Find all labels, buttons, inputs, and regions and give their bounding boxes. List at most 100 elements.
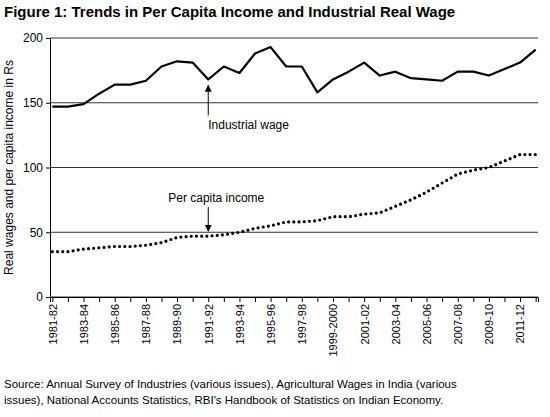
x-tick-group: 1985-86 bbox=[109, 297, 121, 344]
x-tick bbox=[271, 297, 272, 302]
x-tick-group: 1987-88 bbox=[140, 297, 152, 344]
x-axis-line bbox=[51, 298, 539, 303]
x-tick bbox=[286, 297, 287, 302]
x-tick-group: 1981-82 bbox=[47, 297, 59, 344]
annotation: Per capita income bbox=[168, 191, 264, 205]
x-tick-group: 2003-04 bbox=[390, 297, 402, 344]
x-tick-label: 1997-98 bbox=[296, 304, 308, 344]
y-tick-group: 200 bbox=[23, 31, 50, 45]
source: Source: Annual Survey of Industries (var… bbox=[4, 378, 457, 406]
x-tick-group: 1997-98 bbox=[296, 297, 308, 344]
series-line bbox=[52, 47, 535, 107]
chart: Figure 1: Trends in Per Capita Income an… bbox=[0, 0, 550, 417]
x-tick-group bbox=[504, 297, 505, 302]
y-tick-label: 0 bbox=[36, 290, 43, 304]
x-tick-group: 1983-84 bbox=[78, 297, 90, 344]
x-tick-group: 1993-94 bbox=[234, 297, 246, 344]
x-tick-group: 2011-12 bbox=[514, 297, 526, 344]
x-tick-group bbox=[224, 297, 225, 302]
x-tick bbox=[177, 297, 178, 302]
x-tick bbox=[317, 297, 318, 302]
annotation-arrow bbox=[208, 85, 209, 115]
grid bbox=[50, 38, 538, 297]
x-tick bbox=[99, 297, 100, 302]
y-tick bbox=[46, 232, 50, 233]
x-tick-label: 1983-84 bbox=[78, 304, 90, 344]
y-tick-group: 0 bbox=[36, 290, 50, 304]
x-tick bbox=[520, 297, 521, 302]
y-tick-label: 100 bbox=[23, 161, 43, 175]
x-tick bbox=[115, 297, 116, 302]
x-tick-group: 2007-08 bbox=[452, 297, 464, 344]
x-tick-label: 2007-08 bbox=[452, 304, 464, 344]
x-tick-label: 1999-2000 bbox=[327, 304, 339, 357]
x-tick bbox=[349, 297, 350, 302]
x-tick bbox=[411, 297, 412, 302]
annotation-arrow bbox=[208, 207, 209, 231]
x-axis: 1981-82 1983-84 1985-86 1987-88 1989-90 1991-… bbox=[47, 297, 539, 357]
y-tick bbox=[46, 103, 50, 104]
x-tick-label: 2009-10 bbox=[483, 304, 495, 344]
x-tick bbox=[427, 297, 428, 302]
x-tick-group bbox=[317, 297, 318, 302]
y-tick-label: 50 bbox=[30, 226, 44, 240]
x-tick-label: 2001-02 bbox=[359, 304, 371, 344]
grid-line bbox=[50, 102, 538, 103]
series-line bbox=[52, 155, 535, 252]
x-tick-label: 1985-86 bbox=[109, 304, 121, 344]
x-tick-group bbox=[255, 297, 256, 302]
x-tick bbox=[442, 297, 443, 302]
x-tick-label: 1987-88 bbox=[140, 304, 152, 344]
y-tick-label: 150 bbox=[23, 96, 43, 110]
annotations: Industrial wage Per capita income bbox=[168, 85, 289, 231]
x-tick bbox=[364, 297, 365, 302]
grid-line bbox=[50, 232, 538, 233]
annotation: Industrial wage bbox=[208, 118, 289, 132]
x-tick bbox=[130, 297, 131, 302]
y-tick bbox=[46, 297, 50, 298]
source-line: issues), National Accounts Statistics, R… bbox=[4, 394, 443, 406]
x-tick-group bbox=[536, 297, 537, 302]
x-tick-group bbox=[380, 297, 381, 302]
x-tick-group bbox=[349, 297, 350, 302]
source-line: Source: Annual Survey of Industries (var… bbox=[4, 378, 457, 390]
x-tick-label: 1981-82 bbox=[47, 304, 59, 344]
x-tick-group bbox=[99, 297, 100, 302]
x-tick bbox=[161, 297, 162, 302]
x-tick bbox=[84, 297, 85, 302]
x-tick-group bbox=[411, 297, 412, 302]
title: Figure 1: Trends in Per Capita Income an… bbox=[4, 3, 455, 20]
x-tick bbox=[473, 297, 474, 302]
x-tick bbox=[224, 297, 225, 302]
y-tick-label: 200 bbox=[23, 31, 43, 45]
y-tick-group: 50 bbox=[30, 226, 50, 240]
x-tick-group: 1999-2000 bbox=[327, 297, 339, 357]
x-tick bbox=[255, 297, 256, 302]
x-tick-group: 2005-06 bbox=[421, 297, 433, 344]
y-axis-line bbox=[46, 39, 51, 298]
x-tick bbox=[395, 297, 396, 302]
x-tick bbox=[504, 297, 505, 302]
x-tick bbox=[489, 297, 490, 302]
y-tick-group: 150 bbox=[23, 96, 50, 110]
y-axis: 0 50 100 150 200 bbox=[23, 31, 51, 304]
x-tick bbox=[208, 297, 209, 302]
x-tick-group: 1991-92 bbox=[203, 297, 215, 344]
x-tick bbox=[458, 297, 459, 302]
y-tick bbox=[46, 38, 50, 39]
x-tick-group bbox=[193, 297, 194, 302]
x-tick-label: 1991-92 bbox=[203, 304, 215, 344]
x-tick-group bbox=[442, 297, 443, 302]
x-tick-group bbox=[68, 297, 69, 302]
grid-line bbox=[50, 167, 538, 168]
x-tick bbox=[193, 297, 194, 302]
x-tick-group: 2001-02 bbox=[359, 297, 371, 344]
x-tick-group: 2009-10 bbox=[483, 297, 495, 344]
x-tick-label: 1989-90 bbox=[171, 304, 183, 344]
y-tick-group: 100 bbox=[23, 161, 50, 175]
x-tick bbox=[52, 297, 53, 302]
x-tick bbox=[536, 297, 537, 302]
x-tick bbox=[333, 297, 334, 302]
plot: 0 50 100 150 200 1981-82 1983-84 1985-86 1987-88… bbox=[23, 31, 539, 356]
lines bbox=[52, 47, 535, 252]
